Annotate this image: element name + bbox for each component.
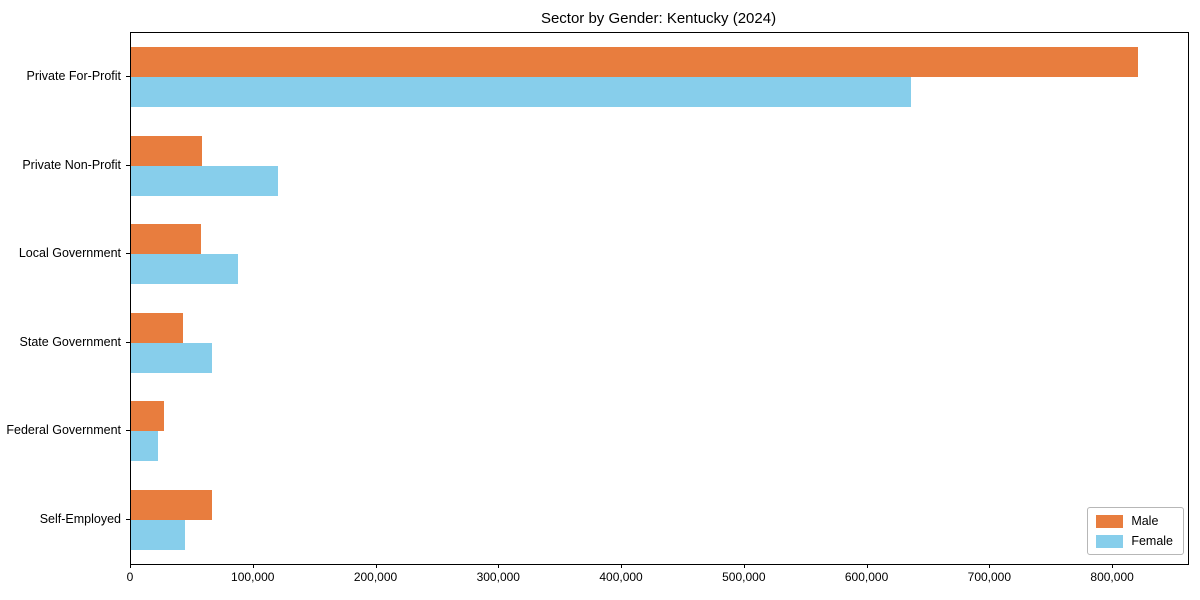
y-axis-tick-marks [126,32,130,563]
female-bar [131,254,238,285]
y-tick-label: State Government [19,334,121,349]
plot-area: Male Female [130,32,1189,565]
legend: Male Female [1087,507,1184,555]
y-tick-mark [126,253,130,255]
y-tick-label: Private For-Profit [26,69,121,84]
x-tick-mark [252,564,254,568]
male-bar [131,224,201,255]
x-tick-label: 500,000 [722,570,766,584]
male-bar [131,401,165,432]
y-axis-labels: Private For-Profit Private Non-Profit Loca… [0,32,121,563]
legend-swatch-icon [1096,514,1124,528]
male-bar [131,312,183,343]
x-tick-label: 400,000 [599,570,643,584]
x-tick-label: 800,000 [1090,570,1134,584]
y-tick-mark [126,518,130,520]
female-bar [131,165,279,196]
legend-label: Male [1131,514,1159,528]
legend-swatch-icon [1096,534,1124,548]
female-bar [131,77,911,108]
x-tick-mark [1112,564,1114,568]
female-bar [131,431,158,462]
y-tick-mark [126,164,130,166]
y-tick-mark [126,430,130,432]
male-bar [131,135,203,166]
y-tick-label: Local Government [18,246,121,261]
y-tick-mark [126,341,130,343]
x-tick-mark [989,564,991,568]
female-bar [131,342,213,373]
male-bar [131,47,1138,78]
x-tick-mark [621,564,623,568]
y-tick-label: Federal Government [6,423,121,438]
x-tick-mark [375,564,377,568]
x-tick-label: 700,000 [967,570,1012,584]
x-tick-label: 100,000 [231,570,275,584]
x-axis: 0 100,000 200,000 300,000 400,000 500,000 600,… [126,564,1187,594]
x-tick-label: 600,000 [844,570,889,584]
x-tick-mark [743,564,745,568]
legend-item: Male [1096,514,1173,528]
legend-item: Female [1096,534,1173,548]
y-tick-label: Self-Employed [39,511,121,526]
female-bar [131,519,186,550]
chart-title: Sector by Gender: Kentucky (2024) [540,10,777,27]
y-tick-mark [126,76,130,78]
y-tick-label: Private Non-Profit [22,157,121,172]
male-bar [131,489,213,520]
x-tick-mark [130,564,131,568]
legend-label: Female [1131,534,1173,548]
x-tick-label: 0 [126,570,134,584]
x-tick-mark [498,564,500,568]
x-tick-mark [866,564,868,568]
x-tick-label: 200,000 [353,570,398,584]
x-tick-label: 300,000 [476,570,520,584]
